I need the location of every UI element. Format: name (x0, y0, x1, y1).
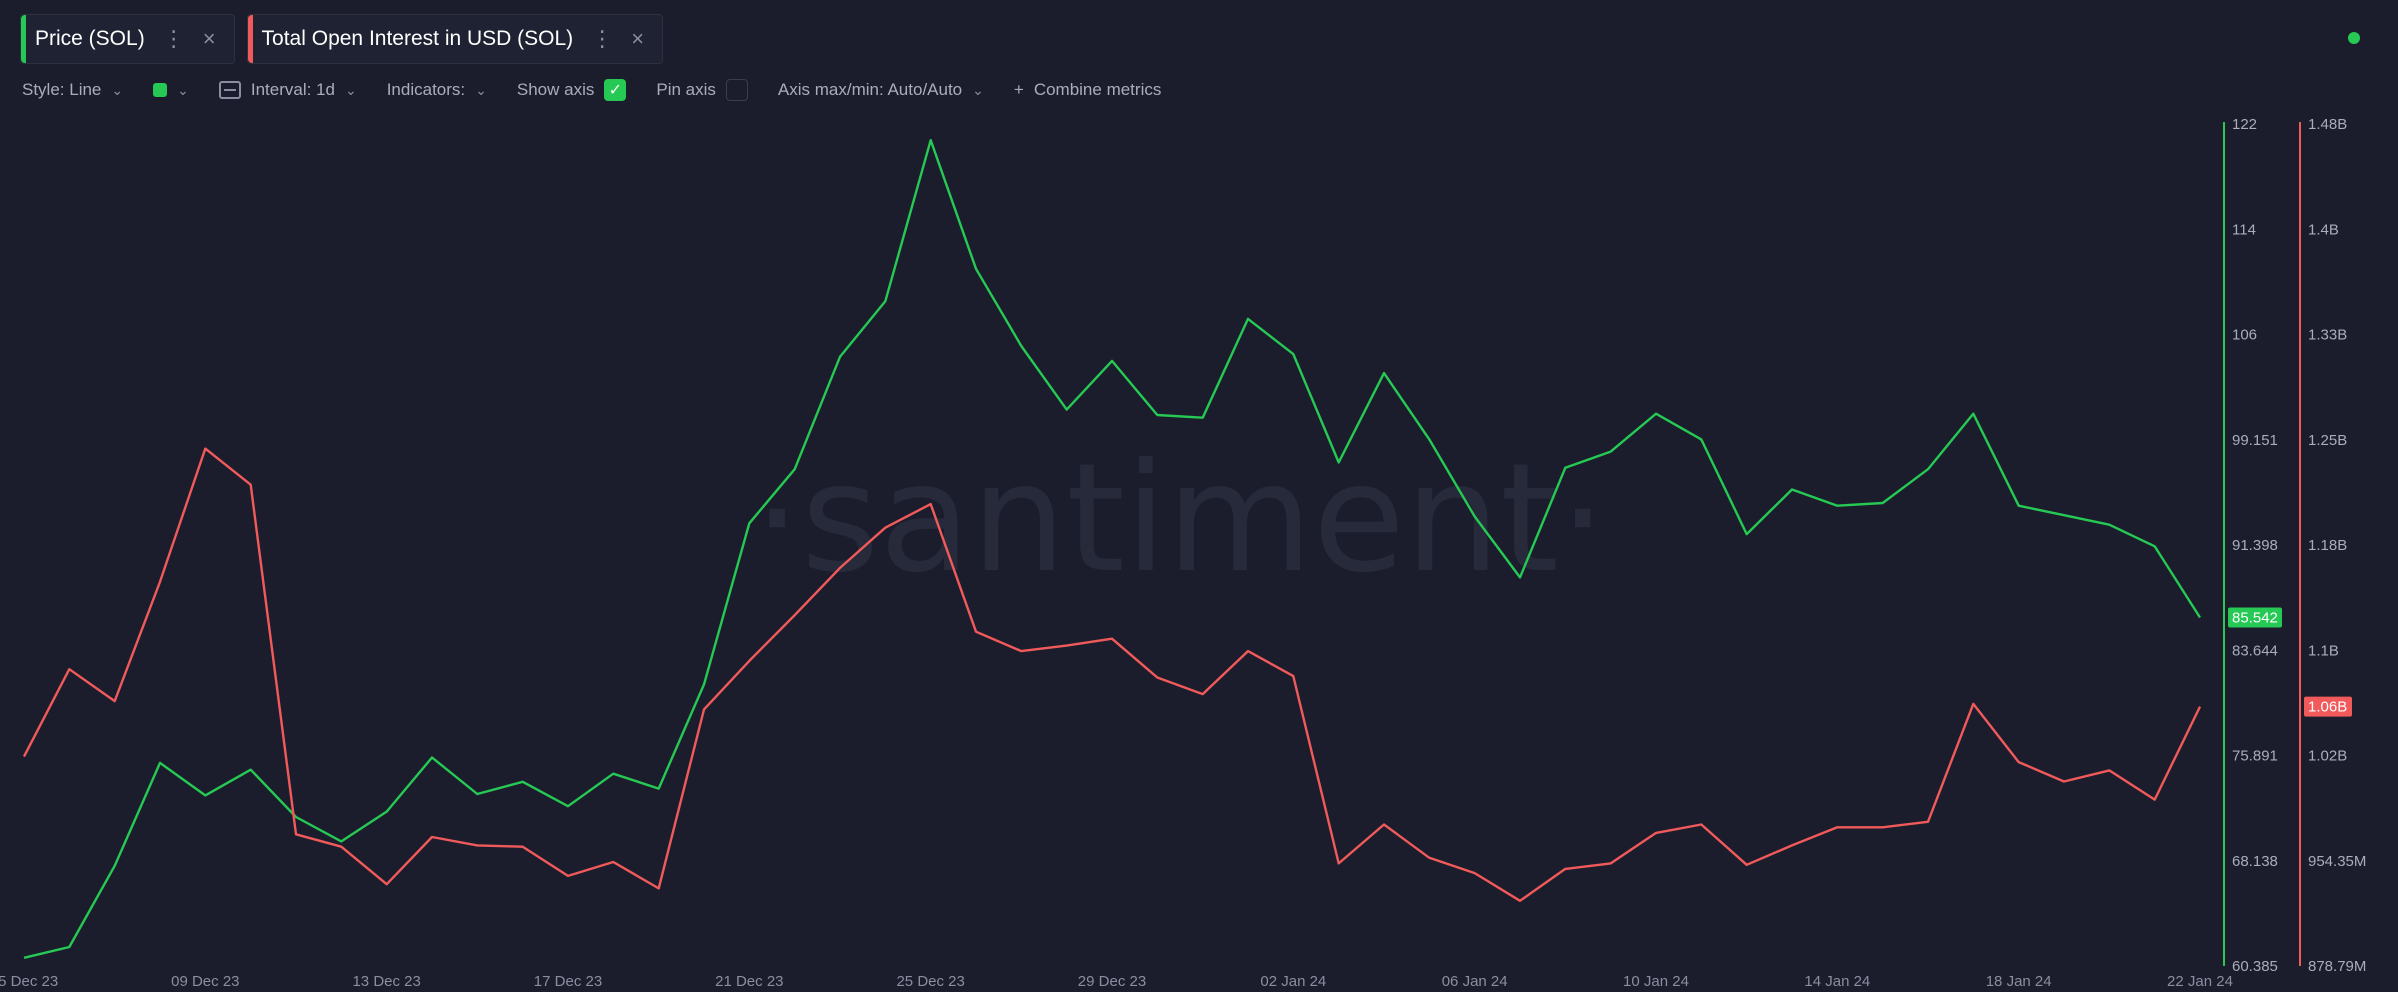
x-tick-label: 10 Jan 24 (1623, 973, 1689, 990)
combine-metrics-label: Combine metrics (1033, 80, 1162, 99)
chevron-down-icon: ⌄ (972, 81, 984, 98)
x-tick-label: 18 Jan 24 (1986, 973, 2052, 990)
more-vertical-icon[interactable]: ⋮ (591, 26, 614, 51)
tab-price-sol[interactable]: Price (SOL) ⋮ × (20, 14, 235, 64)
chevron-down-icon: ⌄ (177, 81, 189, 98)
price-axis-tick-label: 91.398 (2232, 537, 2278, 554)
x-tick-label: 14 Jan 24 (1804, 973, 1870, 990)
x-tick-label: 02 Jan 24 (1260, 973, 1326, 990)
pin-axis-label: Pin axis (656, 80, 716, 99)
open-interest-axis-tick-label: 878.79M (2308, 958, 2366, 975)
open-interest-axis-tick-label: 1.1B (2308, 642, 2339, 659)
x-tick-label: 29 Dec 23 (1078, 973, 1146, 990)
show-axis-checkbox[interactable]: ✓ (604, 79, 627, 101)
pin-axis-checkbox[interactable] (725, 79, 748, 101)
show-axis-label: Show axis (516, 80, 595, 99)
open-interest-axis-tick-label: 954.35M (2308, 853, 2366, 870)
metric-tabs: Price (SOL) ⋮ × Total Open Interest in U… (20, 14, 664, 64)
open-interest-axis-tick-label: 1.18B (2308, 537, 2347, 554)
price-last-value-label: 85.542 (2232, 610, 2278, 627)
x-tick-label: 09 Dec 23 (171, 973, 239, 990)
axis-minmax-dropdown[interactable]: Axis max/min: Auto/Auto ⌄ (778, 80, 984, 100)
more-vertical-icon[interactable]: ⋮ (162, 26, 185, 51)
x-tick-label: 13 Dec 23 (352, 973, 420, 990)
axis-minmax-label: Axis max/min: Auto/Auto (777, 80, 963, 99)
open-interest-axis-tick-label: 1.4B (2308, 221, 2339, 238)
x-tick-label: 25 Dec 23 (896, 973, 964, 990)
chart-toolbar: Style: Line ⌄ ⌄ Interval: 1d ⌄ Indicator… (22, 76, 1191, 104)
x-tick-label: 17 Dec 23 (534, 973, 602, 990)
color-dropdown[interactable]: ⌄ (153, 82, 189, 99)
price-series-line (23, 139, 2202, 959)
open-interest-series-line (22, 447, 2202, 902)
open-interest-axis-tick-label: 1.25B (2308, 432, 2347, 449)
tab-open-interest-label: Total Open Interest in USD (SOL) (261, 27, 574, 50)
calendar-icon (218, 81, 241, 99)
combine-metrics-button[interactable]: + Combine metrics (1014, 80, 1161, 100)
open-interest-last-value-badge (2304, 696, 2352, 717)
style-label: Style: Line (22, 80, 102, 99)
open-interest-last-value-label: 1.06B (2308, 699, 2347, 716)
live-status-dot (2348, 32, 2360, 44)
x-tick-label: 06 Jan 24 (1442, 973, 1508, 990)
color-swatch-icon (153, 83, 168, 97)
santiment-watermark: ·santiment· (753, 432, 1606, 606)
close-icon[interactable]: × (631, 26, 645, 51)
price-axis-tick-label: 99.151 (2232, 432, 2278, 449)
tab-open-interest[interactable]: Total Open Interest in USD (SOL) ⋮ × (246, 14, 664, 64)
show-axis-toggle[interactable]: Show axis ✓ (516, 79, 627, 101)
chevron-down-icon: ⌄ (344, 81, 357, 98)
x-tick-label: 22 Jan 24 (2167, 973, 2233, 990)
tab-price-label: Price (SOL) (35, 27, 145, 50)
price-color-accent (21, 15, 26, 63)
x-tick-label: 05 Dec 23 (0, 973, 58, 990)
chevron-down-icon: ⌄ (475, 81, 487, 98)
price-axis-tick-label: 106 (2232, 327, 2257, 344)
close-icon[interactable]: × (202, 26, 216, 51)
indicators-label: Indicators: (386, 80, 466, 99)
pin-axis-toggle[interactable]: Pin axis (656, 79, 748, 101)
price-axis-tick-label: 122 (2232, 116, 2257, 133)
interval-label: Interval: 1d (250, 80, 335, 99)
price-last-value-badge (2228, 607, 2282, 628)
price-axis-tick-label: 75.891 (2232, 748, 2278, 765)
open-interest-axis-tick-label: 1.02B (2308, 748, 2347, 765)
price-axis-tick-label: 114 (2232, 221, 2256, 238)
price-axis-tick-label: 83.644 (2232, 642, 2278, 659)
open-interest-axis-tick-label: 1.48B (2308, 116, 2347, 133)
chevron-down-icon: ⌄ (111, 81, 124, 98)
style-dropdown[interactable]: Style: Line ⌄ (22, 80, 123, 100)
price-axis-tick-label: 68.138 (2232, 853, 2278, 870)
open-interest-axis-tick-label: 1.33B (2308, 327, 2347, 344)
interval-dropdown[interactable]: Interval: 1d ⌄ (218, 80, 357, 100)
price-axis-tick-label: 60.385 (2232, 958, 2278, 975)
x-tick-label: 21 Dec 23 (715, 973, 783, 990)
plus-icon: + (1013, 80, 1024, 99)
indicators-dropdown[interactable]: Indicators: ⌄ (387, 80, 487, 100)
open-interest-color-accent (247, 15, 253, 63)
